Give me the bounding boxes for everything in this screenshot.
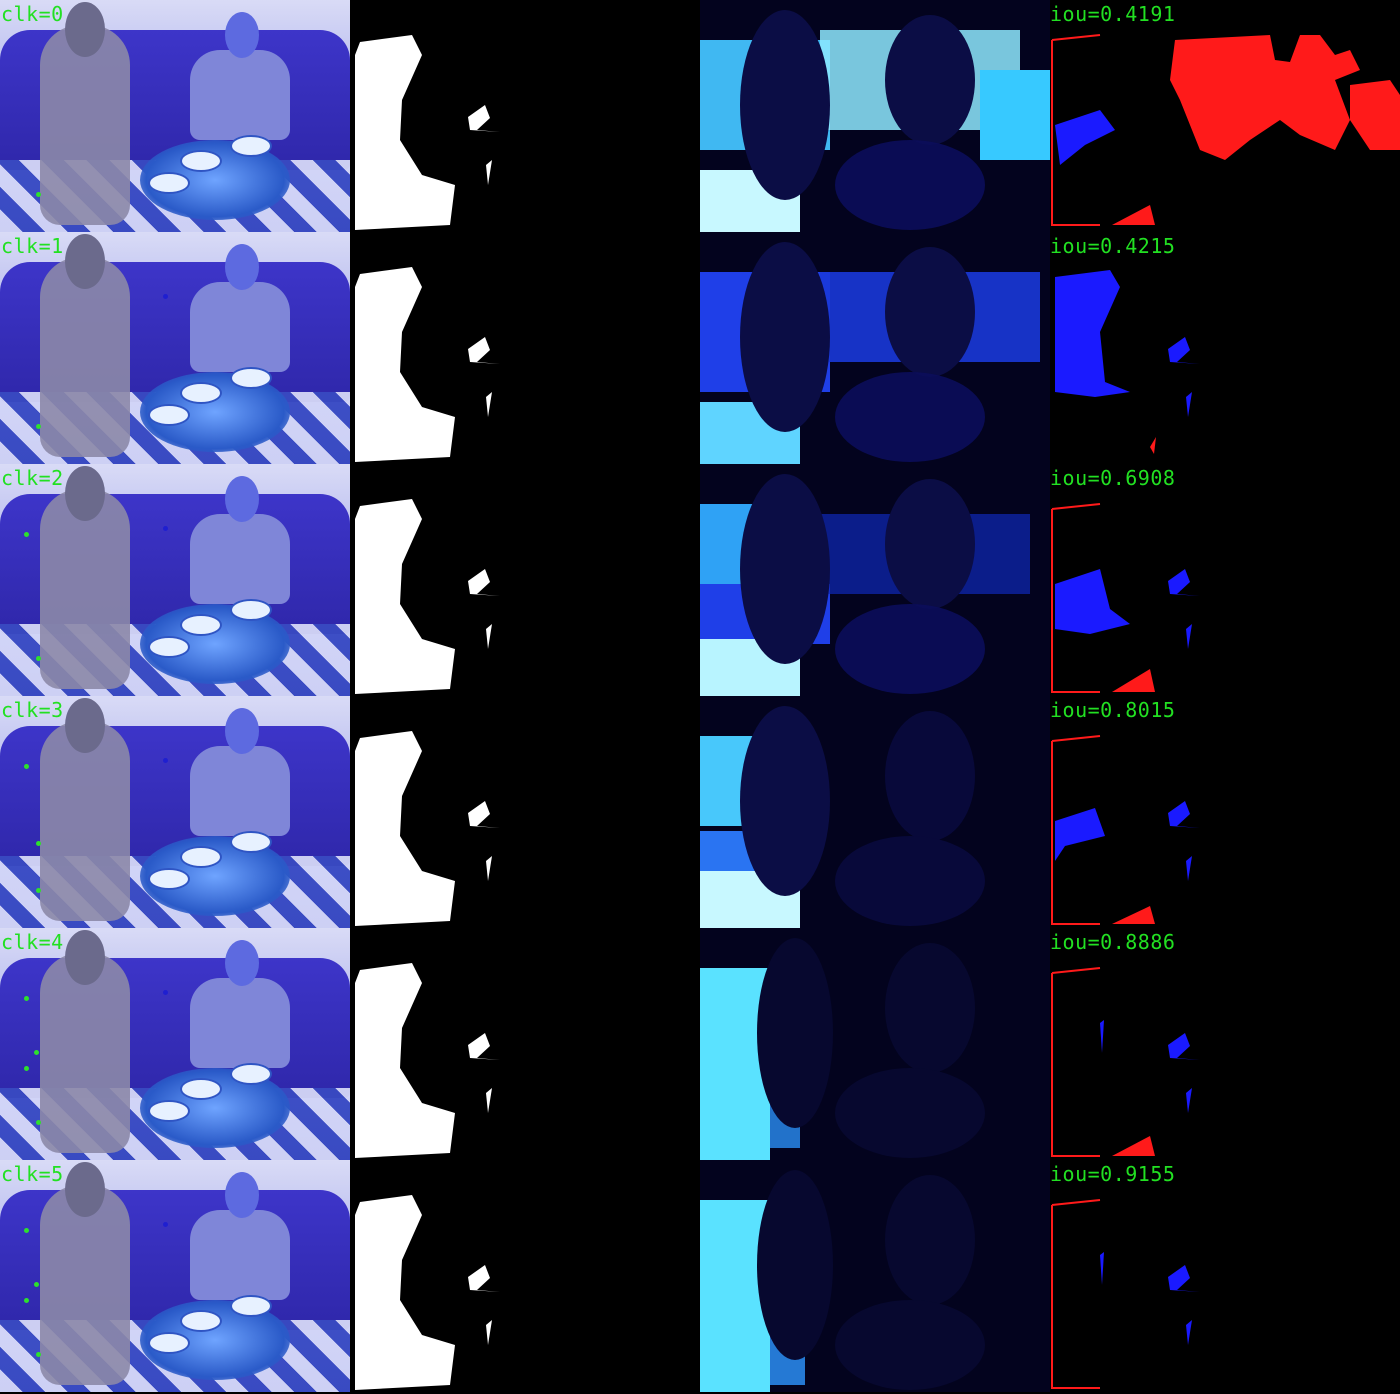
positive-click-dot [36, 841, 41, 846]
click-count-label: clk=5 [1, 1162, 64, 1186]
click-count-label: clk=4 [1, 930, 64, 954]
click-count-label: clk=0 [1, 2, 64, 26]
iou-score-label: iou=0.9155 [1050, 1162, 1176, 1186]
error-map [1051, 503, 1200, 693]
positive-click-dot [24, 532, 29, 537]
probability-map-panel [700, 1160, 1050, 1392]
error-map [1051, 1199, 1200, 1389]
ground-truth-mask-panel [350, 928, 700, 1160]
probability-map [700, 1160, 1050, 1392]
positive-click-dot [34, 1050, 39, 1055]
probability-map [700, 696, 1050, 928]
probability-map-panel [700, 0, 1050, 232]
negative-click-dot [163, 526, 168, 531]
input-image-panel [0, 0, 350, 232]
click-row: clk=3 iou=0.8015 [0, 696, 1400, 928]
positive-click-dot [36, 192, 41, 197]
ground-truth-mask [355, 1195, 500, 1390]
positive-click-dot [36, 1352, 41, 1357]
ground-truth-mask-panel [350, 0, 700, 232]
positive-click-dot [36, 656, 41, 661]
probability-map [700, 464, 1050, 696]
positive-click-dot [36, 888, 41, 893]
error-map-panel [1050, 928, 1400, 1160]
negative-click-dot [163, 1222, 168, 1227]
ground-truth-mask-panel [350, 464, 700, 696]
probability-map-panel [700, 232, 1050, 464]
ground-truth-mask-panel [350, 696, 700, 928]
input-image-panel [0, 464, 350, 696]
click-row: clk=4 iou=0.8886 [0, 928, 1400, 1160]
iou-score-label: iou=0.8886 [1050, 930, 1176, 954]
click-count-label: clk=2 [1, 466, 64, 490]
error-map-panel [1050, 0, 1400, 232]
probability-map-panel [700, 464, 1050, 696]
ground-truth-mask-panel [350, 1160, 700, 1392]
positive-click-dot [36, 424, 41, 429]
positive-click-dot [24, 996, 29, 1001]
error-map [1051, 34, 1400, 226]
click-count-label: clk=3 [1, 698, 64, 722]
error-map-panel [1050, 1160, 1400, 1392]
input-image-panel [0, 696, 350, 928]
ground-truth-mask [355, 35, 500, 230]
ground-truth-mask [355, 963, 500, 1158]
ground-truth-mask [355, 499, 500, 694]
iou-score-label: iou=0.4191 [1050, 2, 1176, 26]
input-image-panel [0, 232, 350, 464]
input-image-panel [0, 928, 350, 1160]
iou-score-label: iou=0.6908 [1050, 466, 1176, 490]
positive-click-dot [24, 1298, 29, 1303]
click-row: clk=1 iou=0.4215 [0, 232, 1400, 464]
error-map [1051, 967, 1200, 1157]
iou-score-label: iou=0.8015 [1050, 698, 1176, 722]
iou-score-label: iou=0.4215 [1050, 234, 1176, 258]
error-map-panel [1050, 232, 1400, 464]
ground-truth-mask-panel [350, 232, 700, 464]
negative-click-dot [163, 758, 168, 763]
probability-map [700, 928, 1050, 1160]
click-row: clk=2 iou=0.6908 [0, 464, 1400, 696]
input-image-panel [0, 1160, 350, 1392]
click-row: clk=5 iou=0.9155 [0, 1160, 1400, 1392]
error-map-panel [1050, 464, 1400, 696]
probability-map [700, 232, 1050, 464]
probability-map-panel [700, 928, 1050, 1160]
probability-map-panel [700, 696, 1050, 928]
ground-truth-mask [355, 731, 500, 926]
positive-click-dot [34, 1282, 39, 1287]
negative-click-dot [163, 294, 168, 299]
positive-click-dot [24, 1066, 29, 1071]
click-count-label: clk=1 [1, 234, 64, 258]
error-map [1051, 735, 1200, 925]
error-map-panel [1050, 696, 1400, 928]
positive-click-dot [24, 1228, 29, 1233]
positive-click-dot [36, 1120, 41, 1125]
positive-click-dot [24, 764, 29, 769]
ground-truth-mask [355, 267, 500, 462]
negative-click-dot [163, 990, 168, 995]
probability-map [700, 0, 1050, 232]
error-map [1055, 270, 1200, 454]
click-row: clk=0 iou=0.4191 [0, 0, 1400, 232]
